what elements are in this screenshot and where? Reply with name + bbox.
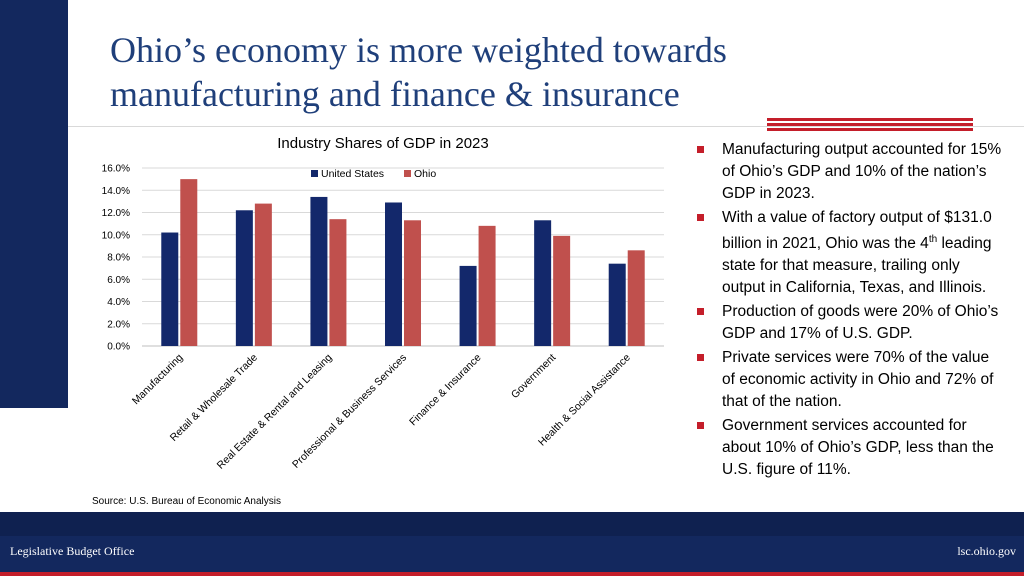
bullet-square-icon <box>697 422 704 430</box>
chart-gridlines <box>142 167 664 347</box>
ordinal-suffix: th <box>928 234 938 245</box>
x-tick-label: Government <box>509 352 558 401</box>
y-tick-label: 8.0% <box>107 253 130 264</box>
legend-swatch <box>404 170 411 177</box>
bar-united-states <box>608 263 626 346</box>
y-tick-label: 12.0% <box>102 208 130 219</box>
legend-swatch <box>311 170 318 177</box>
bar-ohio <box>553 235 571 346</box>
bullet-manufacturing: Manufacturing output accounted for 15% o… <box>694 139 1004 205</box>
footer-red-rule <box>0 572 1024 576</box>
bar-united-states <box>534 220 552 346</box>
bar-ohio <box>329 219 347 346</box>
bar-united-states <box>385 202 402 346</box>
bullet-private-services: Private services were 70% of the value o… <box>694 347 1004 413</box>
bullet-square-icon <box>697 146 704 153</box>
bullet-text-after: leading state for that measure, trailing… <box>722 235 992 297</box>
bullet-square-icon <box>697 354 704 362</box>
y-tick-label: 10.0% <box>102 230 130 241</box>
footer-website-link[interactable]: lsc.ohio.gov <box>957 544 1016 558</box>
bullet-square-icon <box>697 308 704 316</box>
bullet-text: Government services accounted for about … <box>722 417 994 479</box>
left-accent-bar <box>0 0 68 408</box>
bar-united-states <box>161 232 179 346</box>
y-tick-label: 4.0% <box>107 297 130 308</box>
bullet-text: Production of goods were 20% of Ohio’s G… <box>722 303 999 343</box>
y-tick-label: 16.0% <box>102 164 130 175</box>
bullet-text: Private services were 70% of the value o… <box>722 349 994 411</box>
bullet-text: Manufacturing output accounted for 15% o… <box>722 141 1002 202</box>
y-tick-label: 2.0% <box>107 319 130 330</box>
bullet-goods: Production of goods were 20% of Ohio’s G… <box>694 301 1004 345</box>
bar-united-states <box>310 196 328 346</box>
chart-legend: United States Ohio <box>311 168 436 180</box>
legend-label: Ohio <box>414 168 436 180</box>
bar-ohio <box>404 220 421 346</box>
bullet-text-before: With a value of factory output of $131.0… <box>722 209 992 253</box>
bullet-government: Government services accounted for about … <box>694 415 1004 481</box>
y-tick-label: 14.0% <box>102 186 130 197</box>
y-tick-label: 6.0% <box>107 275 130 286</box>
legend-label: United States <box>321 168 384 180</box>
x-tick-label: Manufacturing <box>130 352 186 408</box>
bar-ohio <box>627 250 645 346</box>
footer-bar: Legislative Budget Office lsc.ohio.gov <box>0 512 1024 576</box>
x-tick-label: Finance & Insurance <box>407 352 484 429</box>
footer-org-name: Legislative Budget Office <box>10 544 135 558</box>
y-axis-ticks: 0.0% 2.0% 4.0% 6.0% 8.0% 10.0% 12.0% 14.0% 16.0% <box>102 164 130 353</box>
chart-bars <box>161 179 645 346</box>
x-tick-label: Retail & Wholesale Trade <box>168 352 260 444</box>
chart-title: Industry Shares of GDP in 2023 <box>277 135 489 152</box>
title-divider <box>68 126 1024 127</box>
y-tick-label: 0.0% <box>107 342 130 353</box>
red-stripes-decoration <box>767 118 973 132</box>
bar-ohio <box>180 179 198 346</box>
bullet-square-icon <box>697 214 704 221</box>
bullet-factory-output: With a value of factory output of $131.0… <box>694 207 1004 299</box>
slide-title: Ohio’s economy is more weighted towards … <box>110 30 727 114</box>
bar-ohio <box>254 203 272 346</box>
bar-united-states <box>235 210 253 346</box>
bullet-list: Manufacturing output accounted for 15% o… <box>694 139 1004 483</box>
footer-top-band <box>0 512 1024 536</box>
gdp-bar-chart: Industry Shares of GDP in 2023 0.0% 2.0% 4… <box>102 135 664 472</box>
bar-ohio <box>478 225 496 346</box>
source-note: Source: U.S. Bureau of Economic Analysis <box>92 496 281 507</box>
bar-united-states <box>459 265 477 346</box>
title-rule <box>42 126 66 127</box>
